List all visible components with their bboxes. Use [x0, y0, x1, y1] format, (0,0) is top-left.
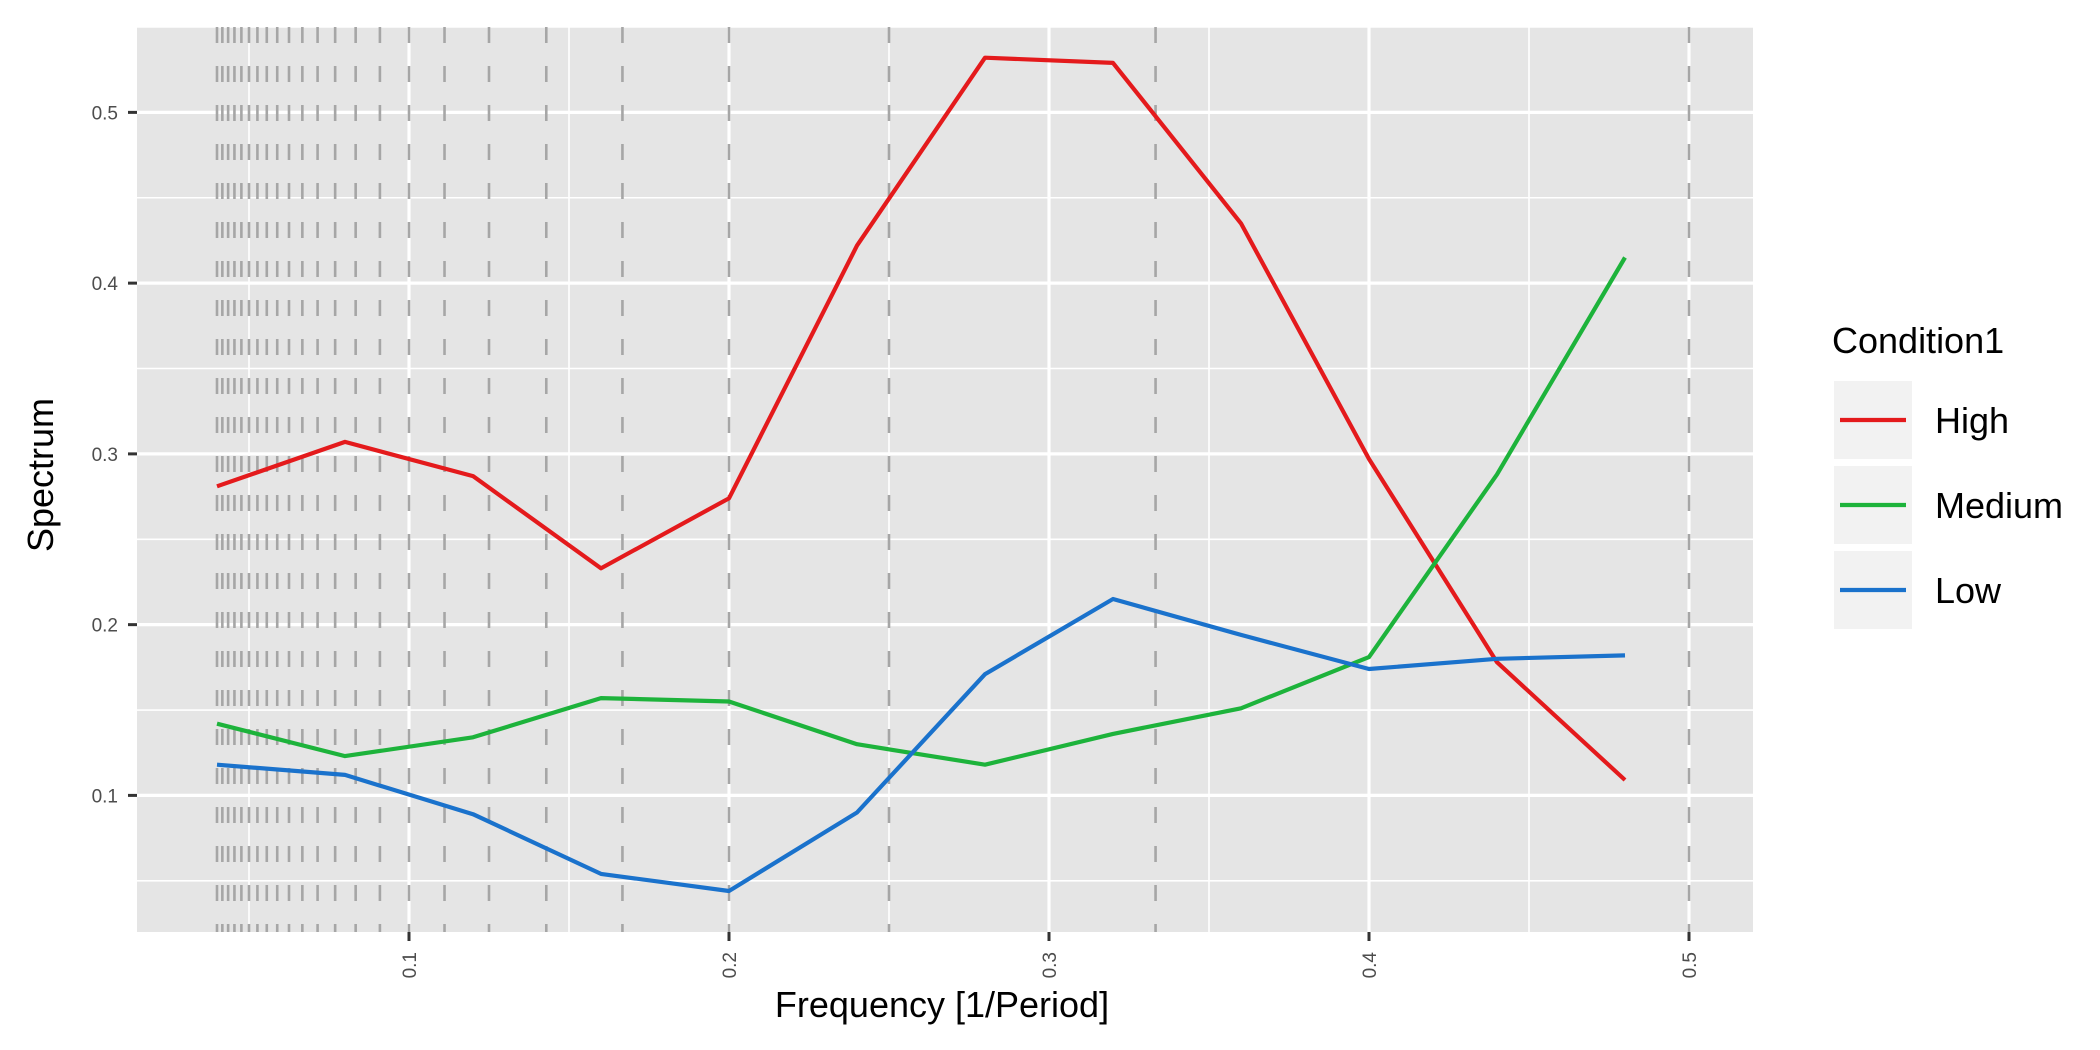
- grid-lines: [137, 26, 1753, 932]
- series-line-low: [216, 596, 1626, 894]
- x-tick-label: 0.2: [720, 952, 741, 978]
- x-axis-title: Frequency [1/Period]: [775, 984, 1109, 1025]
- y-axis-title: Spectrum: [20, 398, 61, 552]
- x-tick-label: 0.1: [400, 952, 421, 978]
- y-tick-label: 0.5: [92, 103, 118, 124]
- y-tick-label: 0.3: [92, 445, 118, 466]
- legend: Condition1 High Medium Low: [1832, 320, 2063, 629]
- series-lines: [216, 55, 1627, 894]
- legend-label-low: Low: [1935, 570, 2002, 611]
- panel-background: [137, 27, 1753, 932]
- legend-label-high: High: [1935, 400, 2009, 441]
- legend-items: High Medium Low: [1834, 381, 2063, 629]
- reference-lines: [215, 27, 1691, 932]
- series-line-medium: [216, 256, 1627, 767]
- plot-panel: [137, 27, 1753, 932]
- series-line-high: [216, 55, 1627, 782]
- y-tick-label: 0.4: [92, 274, 119, 295]
- axes: 0.1 0.2 0.3 0.4 0.5 0.1 0.2 0.3 0.4 0.5: [92, 103, 1701, 978]
- legend-label-medium: Medium: [1935, 485, 2063, 526]
- y-tick-label: 0.2: [92, 616, 118, 637]
- y-tick-label: 0.1: [92, 786, 118, 807]
- legend-title: Condition1: [1832, 320, 2004, 361]
- x-tick-label: 0.5: [1680, 952, 1701, 978]
- x-tick-label: 0.4: [1360, 952, 1381, 979]
- x-tick-label: 0.3: [1040, 952, 1061, 978]
